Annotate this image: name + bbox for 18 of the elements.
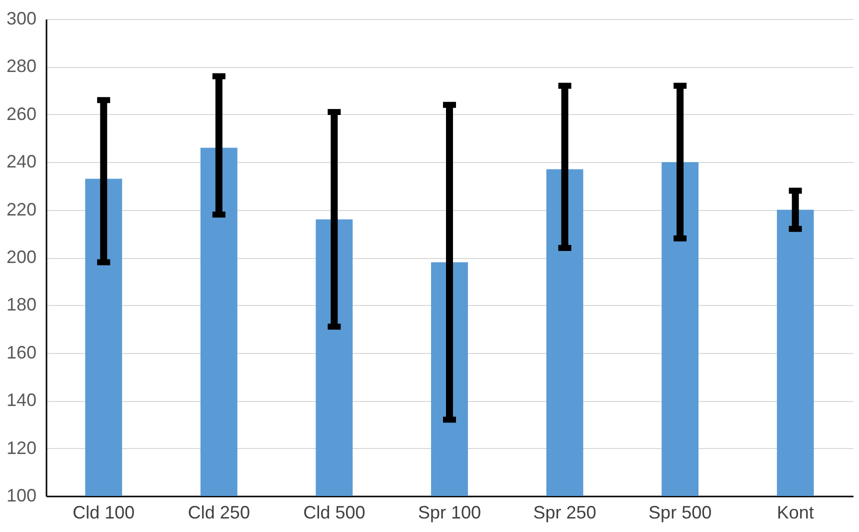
y-tick-label: 240 [6, 152, 36, 172]
x-tick-label: Spr 500 [648, 502, 712, 522]
x-tick-label: Spr 100 [418, 502, 482, 522]
y-tick-label: 100 [6, 486, 36, 506]
y-tick-label: 280 [6, 56, 36, 76]
y-tick-label: 260 [6, 104, 36, 124]
y-tick-label: 160 [6, 342, 36, 362]
y-tick-label: 300 [6, 8, 36, 28]
y-tick-label: 120 [6, 438, 36, 458]
x-tick-label: Cld 250 [188, 502, 250, 522]
y-tick-label: 140 [6, 390, 36, 410]
y-tick-label: 180 [6, 294, 36, 315]
x-tick-label: Cld 100 [72, 502, 135, 522]
y-tick-label: 200 [6, 247, 36, 267]
x-tick-label: Cld 500 [303, 502, 366, 522]
x-tick-label: Kont [776, 502, 814, 522]
y-tick-label: 220 [6, 199, 36, 220]
x-tick-label: Spr 250 [533, 502, 596, 522]
